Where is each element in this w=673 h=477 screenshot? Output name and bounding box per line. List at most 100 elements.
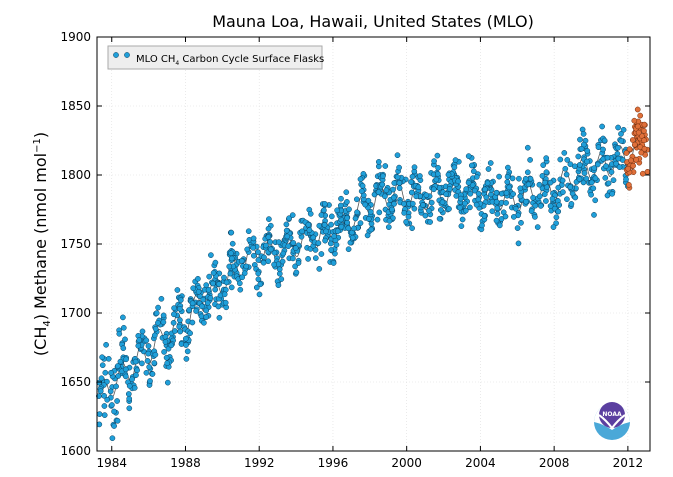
data-point [315, 240, 322, 246]
data-point [223, 279, 230, 286]
data-point [155, 304, 161, 311]
data-point [605, 180, 612, 187]
y-tick-label: 1800 [60, 168, 91, 182]
y-tick-label: 1850 [60, 99, 91, 113]
data-point [633, 156, 639, 163]
data-point [228, 284, 235, 291]
data-point [345, 246, 352, 253]
data-point [631, 117, 638, 124]
data-point [117, 358, 124, 365]
data-point [161, 349, 167, 355]
data-point [405, 213, 412, 220]
data-point [207, 295, 214, 301]
data-point [306, 227, 313, 233]
data-point [446, 206, 452, 212]
data-point [367, 209, 374, 215]
data-point [163, 354, 170, 361]
data-point [176, 323, 183, 330]
data-point [338, 195, 344, 202]
data-point [267, 246, 274, 253]
data-point [345, 225, 352, 232]
data-point [215, 303, 222, 310]
x-tick-label: 1988 [170, 456, 201, 470]
data-point [437, 207, 444, 213]
chart-title: Mauna Loa, Hawaii, United States (MLO) [212, 12, 534, 31]
data-point [227, 270, 234, 277]
data-point [149, 371, 156, 377]
data-point [571, 163, 578, 170]
data-point [396, 185, 403, 191]
data-point [532, 202, 539, 209]
data-point [459, 216, 466, 223]
data-point [524, 169, 531, 176]
data-point [364, 232, 371, 239]
data-point [344, 199, 350, 205]
data-point [289, 212, 296, 218]
data-point [290, 255, 296, 262]
data-point [328, 213, 335, 220]
data-point [257, 281, 264, 288]
data-point [386, 218, 393, 224]
data-point [482, 186, 488, 193]
data-point [572, 194, 579, 201]
data-point [553, 220, 559, 227]
data-point [352, 215, 359, 222]
data-point [193, 308, 199, 314]
data-point [334, 228, 341, 235]
data-point [576, 162, 583, 168]
data-point [338, 223, 345, 230]
data-point [541, 191, 548, 198]
data-point [283, 227, 290, 234]
data-point [534, 224, 541, 230]
data-point [568, 201, 575, 207]
data-point [465, 153, 472, 159]
data-point [479, 222, 485, 229]
data-point [305, 221, 312, 228]
data-point [457, 195, 464, 202]
data-point [510, 214, 517, 220]
data-point [528, 208, 535, 214]
legend-marker [124, 52, 130, 58]
data-point [616, 164, 623, 170]
data-point [153, 310, 160, 316]
data-point [126, 383, 133, 389]
data-point [588, 191, 594, 198]
data-point [120, 324, 127, 331]
data-point [292, 245, 299, 251]
data-point [245, 228, 252, 235]
data-point [638, 149, 645, 156]
data-point [584, 158, 590, 165]
data-point [182, 335, 189, 342]
data-point [102, 369, 109, 376]
data-point [143, 337, 150, 344]
data-point [543, 198, 549, 204]
data-point [434, 152, 441, 159]
data-point [623, 176, 629, 183]
data-point [467, 190, 474, 197]
data-point [427, 219, 433, 225]
data-point [189, 300, 196, 307]
data-point [485, 166, 492, 172]
data-point [255, 276, 262, 283]
data-point [162, 339, 169, 345]
data-point [132, 358, 139, 365]
x-tick-label: 1984 [96, 456, 127, 470]
data-point [168, 342, 175, 349]
data-point [241, 270, 248, 277]
data-point [561, 150, 568, 156]
data-point [278, 276, 285, 282]
data-point [559, 177, 566, 184]
data-point [553, 214, 560, 221]
y-tick-labels: 1600 1650 1700 1750 1800 1850 1900 [60, 30, 91, 458]
noaa-logo-icon: NOAA [594, 402, 630, 440]
data-point [592, 197, 599, 204]
data-point [129, 376, 135, 383]
data-point [244, 246, 251, 253]
data-point [604, 154, 611, 161]
data-point [203, 307, 210, 314]
data-point [608, 169, 615, 175]
data-point [96, 411, 103, 417]
data-point [122, 336, 128, 343]
data-point [139, 328, 146, 335]
data-point [620, 126, 627, 133]
